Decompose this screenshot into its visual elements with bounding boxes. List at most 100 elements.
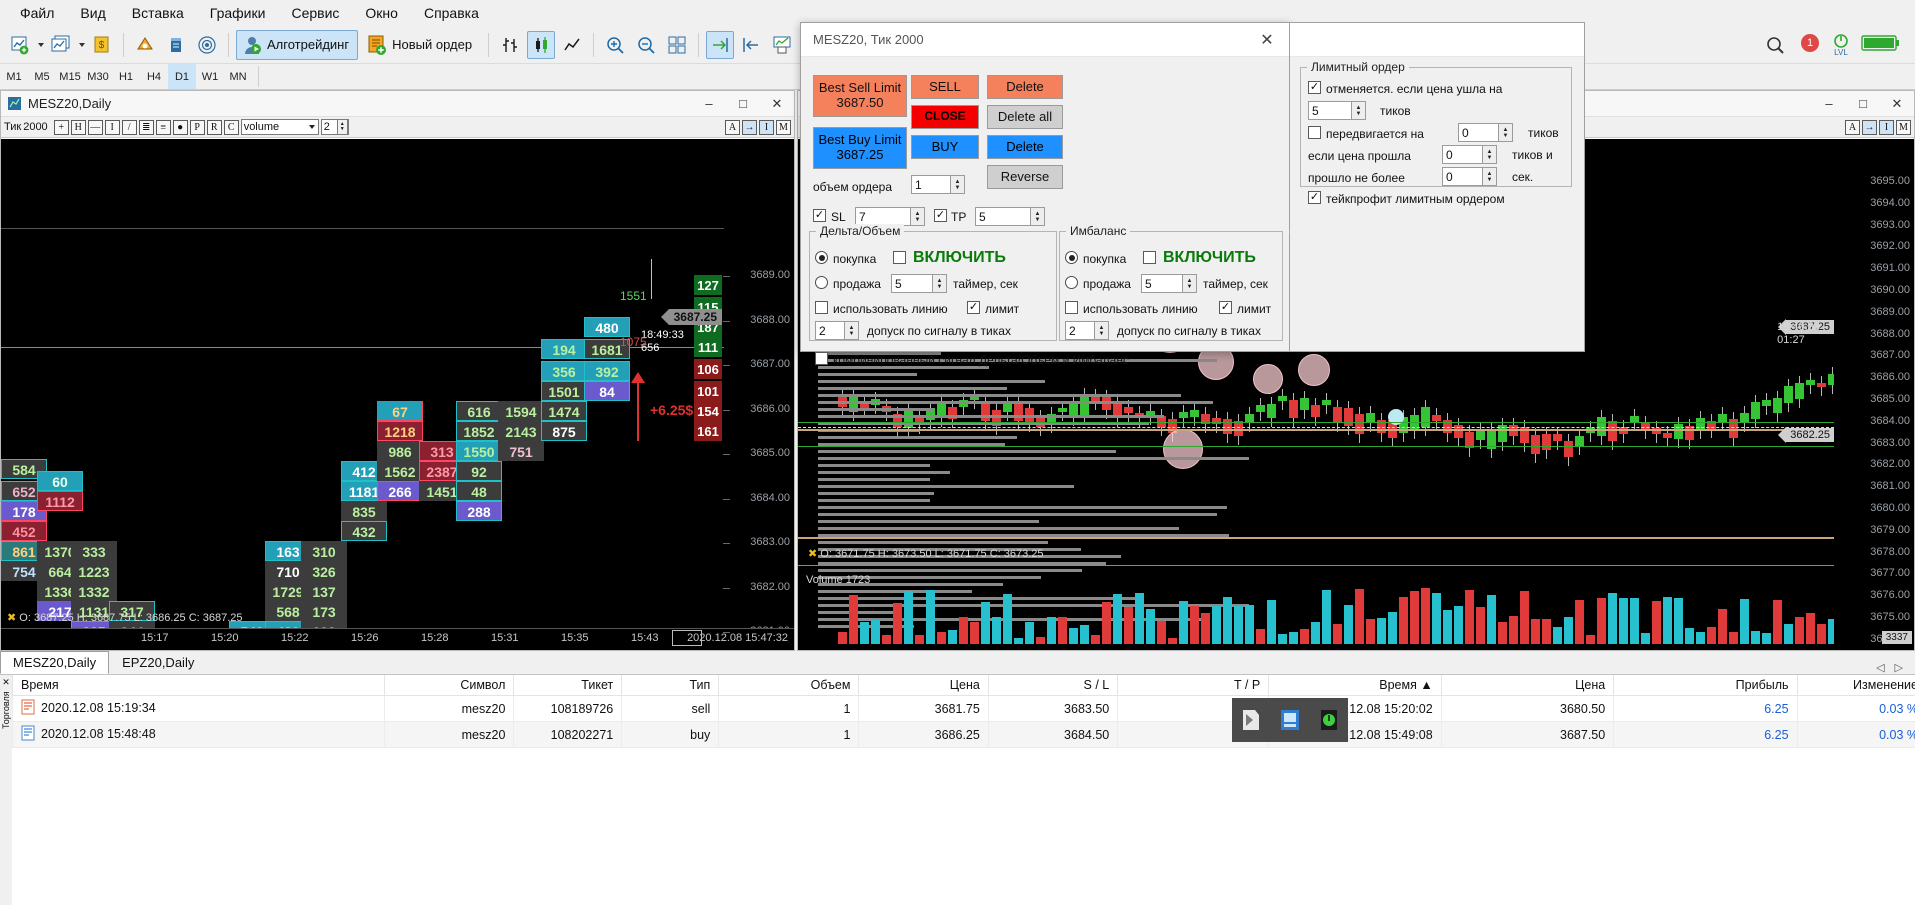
fp-btn-plus[interactable]: + xyxy=(53,119,69,135)
imbalance-enable-checkbox[interactable] xyxy=(1143,251,1156,264)
delete-all-button[interactable]: Delete all xyxy=(987,105,1063,129)
level-icon[interactable]: LVL xyxy=(1831,32,1851,57)
col-close-price[interactable]: Цена xyxy=(1440,675,1615,696)
tp-spin[interactable]: ▲ ▼ xyxy=(1030,207,1045,226)
new-chart-icon[interactable] xyxy=(6,31,34,59)
limit-elapsed-spin[interactable]: ▲ ▼ xyxy=(1482,167,1497,186)
battery-icon[interactable] xyxy=(1861,34,1901,55)
chart-btn-i[interactable]: I xyxy=(759,119,774,135)
combined-signal-checkbox[interactable] xyxy=(815,352,828,365)
terminal-side-tab[interactable]: ✕ Торговля xyxy=(0,675,12,905)
col-ticket[interactable]: Тикет xyxy=(513,675,623,696)
alerts-icon[interactable]: 1 xyxy=(1799,32,1821,57)
limit-elapsed-input[interactable]: 0 ▲ ▼ xyxy=(1442,167,1497,186)
right-chart-btn-a[interactable]: A xyxy=(1845,119,1860,135)
best-sell-limit-button[interactable]: Best Sell Limit 3687.50 xyxy=(813,75,907,117)
tab-prev-icon[interactable]: ◁ xyxy=(1876,662,1885,674)
limit-cancel-checkbox[interactable]: ✓ xyxy=(1308,81,1321,94)
fp-btn-r[interactable]: R xyxy=(206,119,222,135)
menu-item-charts[interactable]: Графики xyxy=(209,5,266,21)
order-volume-spin[interactable]: ▲ ▼ xyxy=(950,175,965,194)
period-m30[interactable]: M30 xyxy=(87,70,109,83)
right-minimize-button[interactable]: – xyxy=(1825,96,1833,111)
imbalance-buy-radio[interactable] xyxy=(1065,251,1078,264)
right-chart-btn-m[interactable]: M xyxy=(1896,119,1911,135)
right-price-axis[interactable]: 3695.00 3694.00 3693.00 3692.00 3691.00 3690.… xyxy=(1834,139,1914,650)
period-m15[interactable]: M15 xyxy=(59,70,81,83)
menu-item-file[interactable]: Файл xyxy=(20,5,55,21)
menu-item-window[interactable]: Окно xyxy=(365,5,398,21)
sl-checkbox[interactable]: ✓ xyxy=(813,209,826,222)
limit-move-spin[interactable]: ▲ ▼ xyxy=(1498,123,1513,142)
chart-scale-spin-buttons[interactable]: ▲ ▼ xyxy=(336,119,348,135)
left-chart-canvas[interactable]: 584 652 178 452 861 754 60 1112 1370 664 1336 217 33… xyxy=(1,139,794,650)
algotrading-button[interactable]: Алготрейдинг xyxy=(236,29,359,60)
col-volume[interactable]: Объем xyxy=(718,675,860,696)
fp-btn-c[interactable]: C xyxy=(223,119,239,135)
imbalance-timer-spin[interactable]: ▲ ▼ xyxy=(1182,274,1197,293)
menu-item-view[interactable]: Вид xyxy=(80,5,106,21)
fp-btn-dot[interactable]: ● xyxy=(172,119,188,135)
period-mn[interactable]: MN xyxy=(229,70,247,83)
delta-timer-input[interactable]: 5 ▲ ▼ xyxy=(891,274,947,293)
search-icon[interactable] xyxy=(1761,31,1789,59)
fp-btn-h[interactable]: H xyxy=(70,119,86,135)
period-h4[interactable]: H4 xyxy=(146,70,162,83)
table-row[interactable]: 2020.12.08 15:48:48 mesz20 108202271 buy 1 36… xyxy=(11,721,1915,748)
zoom-out-icon[interactable] xyxy=(632,31,660,59)
chart-window-icon[interactable] xyxy=(47,31,75,59)
period-m1[interactable]: M1 xyxy=(6,70,22,83)
imbalance-limit-checkbox[interactable]: ✓ xyxy=(1219,301,1232,314)
period-w1[interactable]: W1 xyxy=(201,70,219,83)
col-sl[interactable]: S / L xyxy=(987,675,1119,696)
delta-tolerance-spin[interactable]: ▲ ▼ xyxy=(844,321,859,340)
fp-btn-slash[interactable]: / xyxy=(121,119,137,135)
tp-limit-checkbox[interactable]: ✓ xyxy=(1308,191,1321,204)
menu-item-help[interactable]: Справка xyxy=(423,5,479,21)
tab-next-icon[interactable]: ▷ xyxy=(1894,662,1903,674)
right-chart-btn-i[interactable]: I xyxy=(1879,119,1894,135)
col-tp[interactable]: T / P xyxy=(1117,675,1270,696)
imbalance-sell-radio[interactable] xyxy=(1065,276,1078,289)
left-time-axis[interactable]: 15:17 15:20 15:22 15:26 15:28 15:31 15:35 15:43… xyxy=(1,628,794,650)
fp-btn-dash[interactable]: — xyxy=(87,119,103,135)
app-blue-icon[interactable] xyxy=(1277,707,1303,733)
save-template-icon[interactable] xyxy=(768,31,796,59)
period-m5[interactable]: M5 xyxy=(34,70,50,83)
limit-move-input[interactable]: 0 ▲ ▼ xyxy=(1458,123,1513,142)
time-scroll-handle[interactable] xyxy=(672,630,702,646)
close-position-button[interactable]: CLOSE xyxy=(911,105,979,129)
new-order-button[interactable]: Новый ордер xyxy=(361,30,481,60)
left-minimize-button[interactable]: – xyxy=(705,96,713,111)
imbalance-tolerance-spin[interactable]: ▲ ▼ xyxy=(1094,321,1109,340)
period-d1[interactable]: D1 xyxy=(168,64,196,89)
close-icon[interactable]: ✕ xyxy=(1260,31,1274,49)
terminal-close-icon[interactable]: ✕ xyxy=(2,677,10,687)
chart-mode-select[interactable]: volume xyxy=(240,119,319,135)
tile-windows-icon[interactable] xyxy=(663,31,691,59)
delta-limit-checkbox[interactable]: ✓ xyxy=(967,301,980,314)
limit-price-passed-input[interactable]: 0 ▲ ▼ xyxy=(1442,145,1497,164)
tp-input[interactable]: 5 ▲ ▼ xyxy=(975,207,1045,226)
buy-button[interactable]: BUY xyxy=(911,135,979,159)
col-profit[interactable]: Прибыль xyxy=(1613,675,1798,696)
left-close-button[interactable]: ✕ xyxy=(771,95,783,111)
trade-table[interactable]: Время Символ Тикет Тип Объем Цена S / L … xyxy=(11,675,1915,905)
chart-btn-m[interactable]: M xyxy=(776,119,791,135)
delete-buy-button[interactable]: Delete xyxy=(987,135,1063,159)
shift-end-icon[interactable] xyxy=(706,30,735,59)
left-price-axis[interactable]: 3689.00 3688.00 3687.00 3686.00 3685.00 3684.… xyxy=(724,139,794,650)
period-h1[interactable]: H1 xyxy=(118,70,134,83)
sell-button[interactable]: SELL xyxy=(911,75,979,99)
chart-btn-a[interactable]: A xyxy=(725,119,740,135)
zoom-in-icon[interactable] xyxy=(601,31,629,59)
imbalance-timer-input[interactable]: 5 ▲ ▼ xyxy=(1141,274,1197,293)
fp-btn-i[interactable]: I xyxy=(104,119,120,135)
sl-spin[interactable]: ▲ ▼ xyxy=(910,207,925,226)
line-chart-icon[interactable] xyxy=(558,31,586,59)
table-row[interactable]: 2020.12.08 15:19:34 mesz20 108189726 sell 1 3… xyxy=(11,695,1915,722)
fp-btn-p[interactable]: P xyxy=(189,119,205,135)
limit-move-checkbox[interactable] xyxy=(1308,126,1321,139)
reverse-button[interactable]: Reverse xyxy=(987,165,1063,189)
menu-item-service[interactable]: Сервис xyxy=(291,5,340,21)
